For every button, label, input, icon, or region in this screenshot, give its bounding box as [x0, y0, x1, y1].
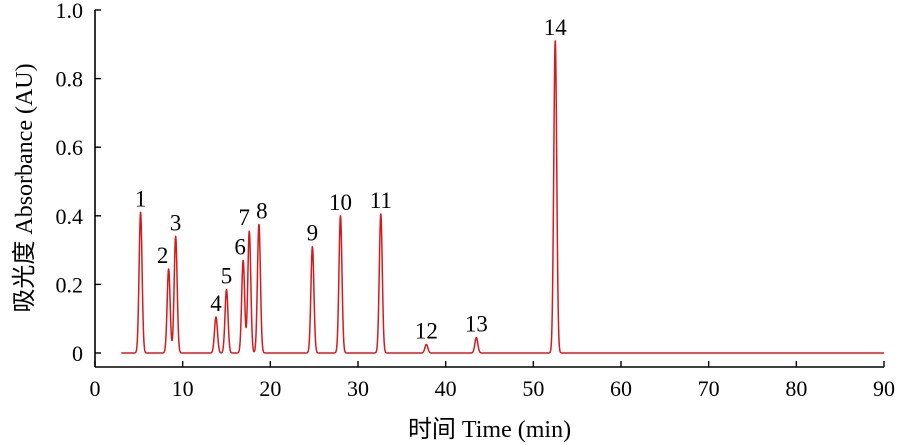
axes — [94, 10, 884, 368]
peak-label-9: 9 — [307, 221, 319, 246]
x-tick-label: 60 — [610, 376, 632, 401]
peak-label-8: 8 — [256, 198, 268, 223]
peak-label-13: 13 — [465, 312, 488, 337]
x-tick-label: 90 — [873, 376, 895, 401]
peak-label-14: 14 — [544, 15, 568, 40]
x-tick-label: 80 — [785, 376, 807, 401]
x-tick-label: 30 — [347, 376, 369, 401]
peak-label-4: 4 — [210, 291, 222, 316]
y-tick-label: 0.6 — [56, 135, 84, 160]
peak-label-3: 3 — [170, 210, 182, 235]
peak-label-1: 1 — [135, 186, 147, 211]
x-tick-label: 40 — [435, 376, 457, 401]
y-tick-label: 0.4 — [56, 204, 84, 229]
x-tick-label: 20 — [259, 376, 281, 401]
y-tick-label: 1.0 — [56, 0, 84, 23]
y-tick-label: 0 — [72, 341, 83, 366]
x-ticks: 0 10 20 30 40 50 60 70 80 90 — [90, 361, 895, 401]
y-axis-title: 吸光度 Absorbance (AU) — [11, 63, 38, 312]
x-tick-label: 70 — [698, 376, 720, 401]
peak-label-7: 7 — [239, 205, 251, 230]
y-tick-label: 0.2 — [56, 272, 84, 297]
y-tick-label: 0.8 — [56, 67, 84, 92]
peak-label-2: 2 — [157, 243, 169, 268]
x-tick-label: 0 — [90, 376, 101, 401]
chromatogram-trace — [120, 40, 885, 354]
x-tick-label: 50 — [522, 376, 544, 401]
peak-label-6: 6 — [234, 234, 246, 259]
x-tick-label: 10 — [172, 376, 194, 401]
peak-label-5: 5 — [221, 264, 233, 289]
peak-label-11: 11 — [370, 188, 392, 213]
peak-label-12: 12 — [415, 318, 438, 343]
x-axis-title: 时间 Time (min) — [408, 416, 571, 443]
peak-label-10: 10 — [329, 190, 352, 215]
y-ticks: 0 0.2 0.4 0.6 0.8 1.0 — [56, 0, 101, 366]
